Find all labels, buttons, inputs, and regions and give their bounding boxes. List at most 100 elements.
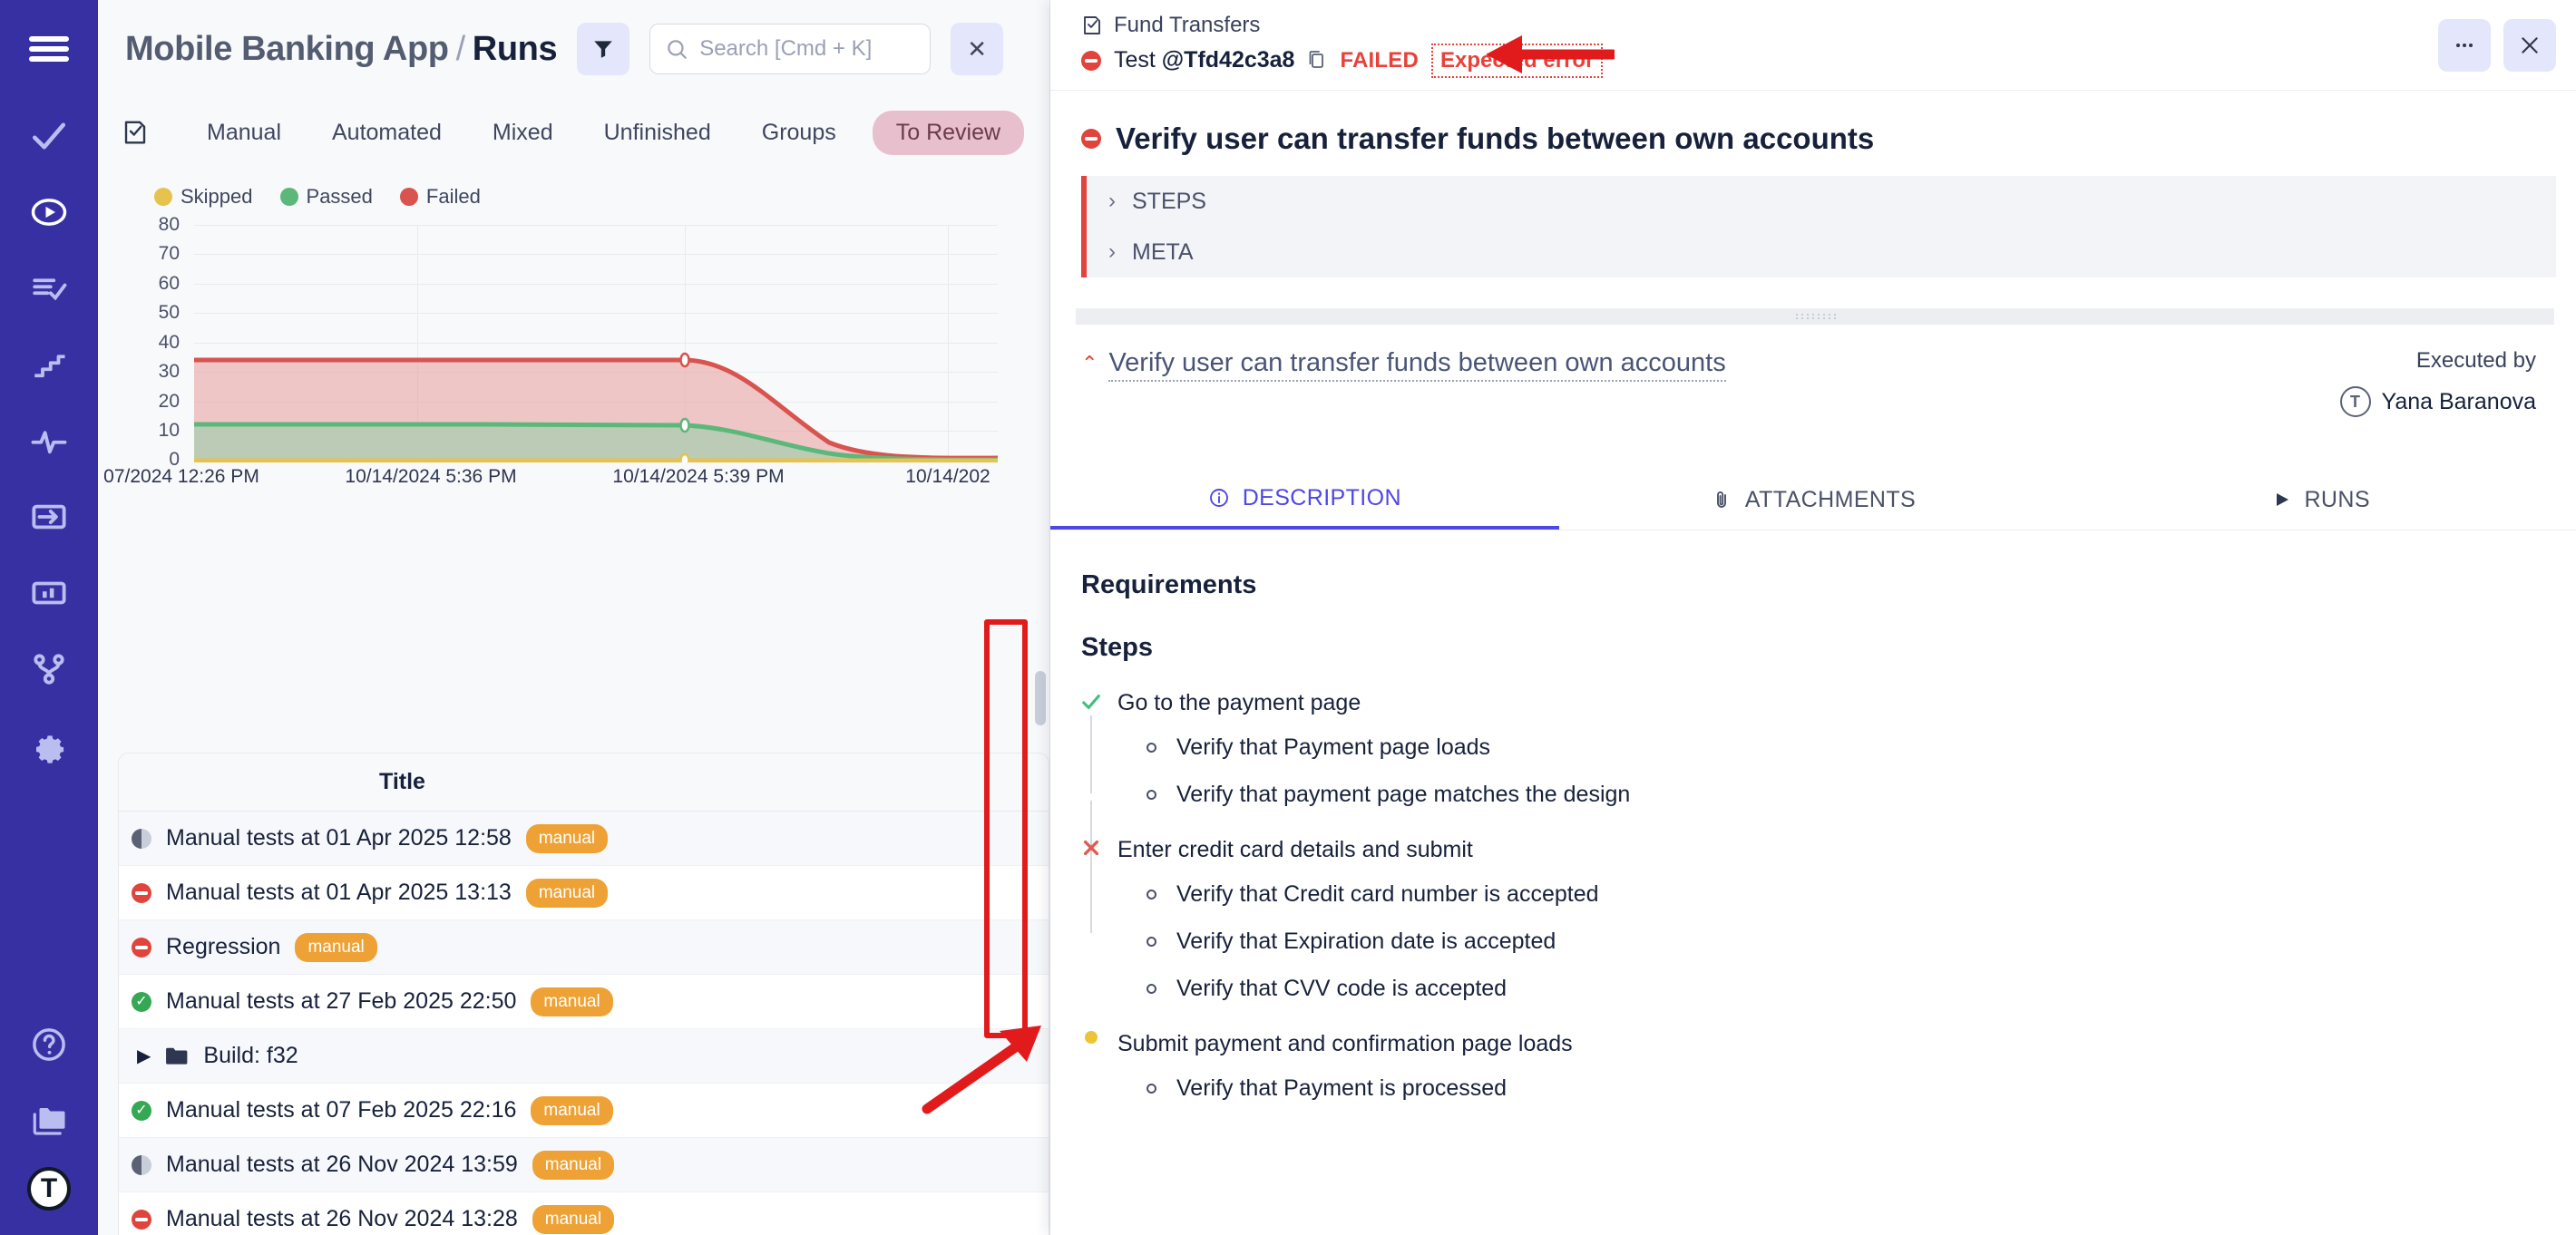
table-row[interactable]: Manual tests at 01 Apr 2025 12:58 manual (119, 812, 1049, 866)
suite-label: Fund Transfers (1114, 12, 1261, 37)
legend-item-passed[interactable]: Passed (279, 185, 373, 209)
left-nav-rail: T (0, 0, 98, 1235)
sidebar-item-tests[interactable] (0, 98, 98, 174)
test-prefix: Test (1114, 47, 1162, 73)
legend-item-failed[interactable]: Failed (399, 185, 481, 209)
table-row[interactable]: Manual tests at 27 Feb 2025 22:50 manual (119, 975, 1049, 1029)
legend-swatch-failed (399, 188, 418, 206)
tab-to-review[interactable]: To Review (872, 110, 1025, 155)
pulse-icon (31, 431, 67, 454)
tab-runs[interactable]: RUNS (2067, 470, 2576, 530)
status-badge: manual (531, 1095, 613, 1125)
copy-icon[interactable] (1307, 50, 1327, 72)
sidebar-item-runs[interactable] (0, 174, 98, 250)
linked-test-row: ⌃ Verify user can transfer funds between… (1050, 325, 2576, 417)
sidebar-item-branches[interactable] (0, 631, 98, 707)
chevron-up-icon[interactable]: ⌃ (1081, 352, 1098, 374)
tab-description[interactable]: DESCRIPTION (1050, 470, 1559, 530)
status-icon-passed (132, 1100, 151, 1121)
y-tick-20: 20 (158, 391, 180, 412)
table-row-folder[interactable]: ▶ Build: f32 (119, 1029, 1049, 1084)
close-panel-button[interactable] (2503, 18, 2556, 72)
sidebar-item-help[interactable] (0, 1006, 98, 1083)
test-name: Test @Tfd42c3a8 (1114, 47, 1294, 73)
tab-manual[interactable]: Manual (207, 119, 281, 145)
sidebar-item-settings[interactable] (0, 707, 98, 783)
step-expected-list: Verify that Payment is processed (1147, 1075, 2576, 1102)
chart-scrollbar[interactable] (1035, 671, 1046, 725)
tab-automated[interactable]: Automated (332, 119, 442, 145)
expected-text: Verify that CVV code is accepted (1176, 975, 1508, 1001)
search-input[interactable]: Search [Cmd + K] (649, 24, 932, 74)
breadcrumb-separator: / (455, 29, 466, 68)
detail-title-row: Verify user can transfer funds between o… (1050, 91, 2576, 156)
step-header[interactable]: Go to the payment page (1081, 690, 2576, 717)
sidebar-item-reports[interactable] (0, 555, 98, 631)
suite-row[interactable]: Fund Transfers (1081, 13, 1603, 38)
steps-heading: Steps (1081, 633, 1153, 662)
test-id[interactable]: @Tfd42c3a8 (1161, 47, 1295, 73)
accordion-meta[interactable]: › META (1087, 227, 2556, 277)
chevron-right-icon[interactable]: ▶ (137, 1046, 151, 1066)
table-row[interactable]: Manual tests at 26 Nov 2024 13:28 manual (119, 1192, 1049, 1235)
search-icon (668, 40, 688, 59)
row-title: Manual tests at 27 Feb 2025 22:50 (166, 988, 517, 1014)
gear-icon (36, 735, 64, 763)
sidebar-item-projects[interactable] (0, 1083, 98, 1159)
tab-groups[interactable]: Groups (761, 119, 836, 145)
status-badge: manual (531, 987, 613, 1016)
run-type-tabs: Manual Automated Mixed Unfinished Groups… (98, 98, 1049, 167)
tab-mixed[interactable]: Mixed (492, 119, 553, 145)
tab-unfinished[interactable]: Unfinished (603, 119, 711, 145)
status-icon-failed (132, 882, 151, 903)
top-bar: Mobile Banking App / Runs Search [Cmd + K]… (98, 0, 1049, 98)
chart-series-svg (194, 352, 998, 462)
status-badge: manual (295, 932, 377, 962)
runs-table: Title Manual tests at 01 Apr 2025 12:58 … (118, 753, 1049, 1235)
y-tick-40: 40 (158, 332, 180, 353)
step-header[interactable]: Submit payment and confirmation page loa… (1081, 1031, 2576, 1058)
paperclip-icon (1716, 491, 1726, 508)
sidebar-item-steps[interactable] (0, 326, 98, 403)
y-tick-80: 80 (158, 214, 180, 235)
sidebar-item-plans[interactable] (0, 250, 98, 326)
row-title: Build: f32 (203, 1043, 298, 1068)
table-row[interactable]: Manual tests at 01 Apr 2025 13:13 manual (119, 866, 1049, 920)
step-header[interactable]: Enter credit card details and submit (1081, 837, 2576, 864)
bullet-icon (1147, 742, 1156, 753)
tab-attachments[interactable]: ATTACHMENTS (1559, 470, 2068, 530)
y-tick-60: 60 (158, 273, 180, 294)
play-triangle-icon (2277, 493, 2289, 506)
sidebar-item-activity[interactable] (0, 403, 98, 479)
table-row[interactable]: Regression manual (119, 920, 1049, 975)
table-row[interactable]: Manual tests at 07 Feb 2025 22:16 manual (119, 1084, 1049, 1138)
chart-plot-area: 80 70 60 50 40 30 20 10 0 (127, 214, 998, 470)
avatar[interactable]: T (0, 1159, 98, 1235)
bullet-icon (1147, 983, 1156, 994)
clear-search-button[interactable]: ✕ (951, 23, 1004, 75)
filter-button[interactable] (577, 23, 630, 75)
hamburger-menu-icon[interactable] (0, 0, 98, 98)
question-circle-icon (33, 1028, 65, 1061)
failed-icon (1081, 50, 1101, 71)
panel-splitter[interactable] (1076, 308, 2554, 325)
breadcrumb-project[interactable]: Mobile Banking App (125, 29, 449, 68)
step-status-failed-icon (1081, 837, 1101, 859)
step-item: Enter credit card details and submit Ver… (1081, 837, 2576, 1002)
bullet-icon (1147, 936, 1156, 947)
chevron-right-icon: › (1108, 189, 1116, 213)
column-header-title[interactable]: Title (379, 769, 425, 794)
check-icon (32, 122, 66, 150)
expected-text: Verify that Payment page loads (1176, 734, 1491, 760)
executed-by-user[interactable]: T Yana Baranova (2339, 386, 2536, 417)
more-options-button[interactable] (2438, 18, 2491, 72)
accordion-steps[interactable]: › STEPS (1087, 176, 2556, 227)
expected-result: Verify that CVV code is accepted (1147, 975, 2576, 1002)
linked-test-title[interactable]: Verify user can transfer funds between o… (1108, 348, 1726, 382)
table-row[interactable]: Manual tests at 26 Nov 2024 13:59 manual (119, 1138, 1049, 1192)
sidebar-item-imports[interactable] (0, 479, 98, 555)
step-status-skipped-icon (1081, 1031, 1101, 1044)
import-icon (32, 504, 66, 530)
legend-item-skipped[interactable]: Skipped (154, 185, 253, 209)
expected-result: Verify that payment page matches the des… (1147, 781, 2576, 808)
